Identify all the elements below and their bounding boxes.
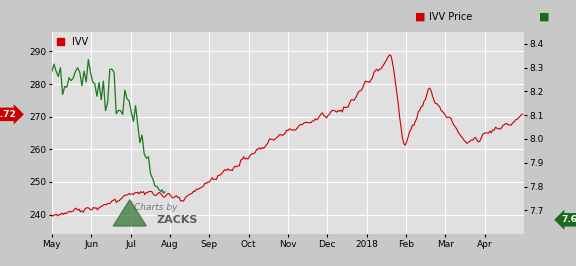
Text: ZACKS: ZACKS xyxy=(156,215,198,225)
Legend: IVV: IVV xyxy=(55,35,90,49)
Text: ■: ■ xyxy=(415,12,425,22)
Text: 7.66: 7.66 xyxy=(562,215,576,224)
Text: IVV Price: IVV Price xyxy=(429,12,472,22)
Polygon shape xyxy=(113,200,146,226)
Text: ■: ■ xyxy=(539,12,549,22)
Text: Charts by: Charts by xyxy=(134,203,177,212)
Text: 270.72: 270.72 xyxy=(0,110,17,119)
